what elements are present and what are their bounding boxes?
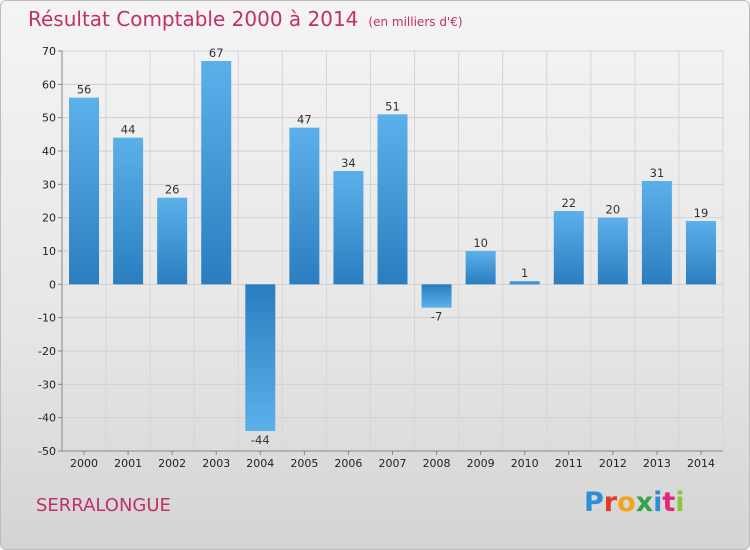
x-tick-label-2000: 2000: [70, 457, 98, 470]
x-tick-label-2014: 2014: [687, 457, 715, 470]
value-label-2001: 44: [121, 123, 136, 137]
bar-2009: [465, 251, 496, 285]
value-label-2005: 47: [297, 113, 312, 127]
value-label-2008: -7: [431, 310, 442, 324]
bar-2010: [509, 281, 540, 285]
chart-unit: (en milliers d'€): [368, 15, 463, 29]
bar-2006: [333, 171, 364, 285]
value-label-2006: 34: [341, 156, 356, 170]
logo-letter: o: [617, 487, 636, 518]
commune-name: SERRALONGUE: [36, 495, 171, 516]
x-tick-label-2012: 2012: [599, 457, 627, 470]
bar-2011: [553, 211, 584, 285]
y-tick-label: -40: [38, 412, 56, 425]
x-tick-label-2005: 2005: [290, 457, 318, 470]
value-label-2013: 31: [650, 166, 665, 180]
logo-letter: r: [603, 487, 618, 518]
value-label-2011: 22: [561, 196, 576, 210]
logo-letter: t: [662, 487, 676, 518]
x-tick-label-2007: 2007: [379, 457, 407, 470]
plot-area: -50 -40 -30 -20 -10 0 10 20 30 40 50 60 70 56 2000 44 20…: [38, 45, 724, 470]
x-tick-label-2004: 2004: [246, 457, 274, 470]
proxiti-logo: Proxiti: [584, 487, 685, 518]
x-tick-label-2002: 2002: [158, 457, 186, 470]
logo-letter: P: [584, 487, 604, 518]
y-tick-label: 10: [42, 245, 56, 258]
y-tick-label: -30: [38, 378, 56, 391]
x-tick-label-2008: 2008: [423, 457, 451, 470]
chart-title: Résultat Comptable 2000 à 2014 (en millie…: [28, 7, 463, 31]
y-tick-label: -10: [38, 312, 56, 325]
x-tick-label-2006: 2006: [334, 457, 362, 470]
value-label-2002: 26: [165, 183, 180, 197]
bar-2008: [421, 284, 452, 308]
value-label-2010: 1: [521, 266, 528, 280]
value-label-2004: -44: [251, 433, 270, 447]
logo-letter: i: [675, 487, 685, 518]
bar-2012: [597, 217, 628, 285]
value-label-2007: 51: [385, 99, 400, 113]
value-label-2012: 20: [606, 203, 621, 217]
bar-2013: [641, 181, 672, 285]
x-tick-label-2013: 2013: [643, 457, 671, 470]
y-tick-label: 30: [42, 178, 56, 191]
y-tick-label: -50: [38, 445, 56, 458]
value-label-2014: 19: [694, 206, 709, 220]
y-tick-label: 20: [42, 212, 56, 225]
y-tick-label: 50: [42, 112, 56, 125]
bar-2005: [289, 127, 320, 285]
bar-2004: [245, 284, 276, 431]
y-tick-label: 60: [42, 78, 56, 91]
value-label-2000: 56: [77, 83, 92, 97]
logo-letter: x: [635, 487, 654, 518]
y-tick-label: 40: [42, 145, 56, 158]
value-label-2009: 10: [473, 236, 488, 250]
value-label-2003: 67: [209, 46, 224, 60]
logo-letter: i: [653, 487, 663, 518]
y-tick-label: -20: [38, 345, 56, 358]
bar-2001: [113, 137, 144, 285]
x-tick-label-2011: 2011: [555, 457, 583, 470]
chart-title-text: Résultat Comptable 2000 à 2014: [28, 7, 359, 31]
x-tick-label-2010: 2010: [511, 457, 539, 470]
bar-2007: [377, 114, 408, 285]
bar-2002: [157, 197, 188, 285]
bar-2003: [201, 61, 232, 285]
x-tick-label-2009: 2009: [467, 457, 495, 470]
y-tick-label: 70: [42, 45, 56, 58]
bar-2014: [685, 221, 716, 285]
y-tick-label: 0: [49, 278, 56, 291]
bar-2000: [69, 97, 100, 285]
x-tick-label-2001: 2001: [114, 457, 142, 470]
x-tick-label-2003: 2003: [202, 457, 230, 470]
